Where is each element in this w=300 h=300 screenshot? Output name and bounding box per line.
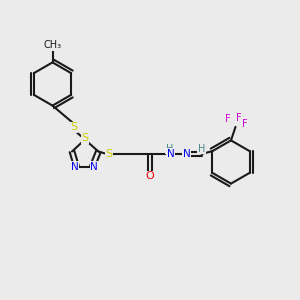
Text: N: N <box>90 161 98 172</box>
Text: H: H <box>198 143 205 154</box>
Text: N: N <box>71 161 79 172</box>
Text: CH₃: CH₃ <box>44 40 62 50</box>
Text: O: O <box>146 171 154 182</box>
Text: N: N <box>183 149 190 159</box>
Text: F: F <box>225 114 231 124</box>
Text: S: S <box>81 133 88 143</box>
Text: N: N <box>167 149 174 159</box>
Text: S: S <box>70 122 77 133</box>
Text: H: H <box>166 143 173 154</box>
Text: S: S <box>105 149 112 159</box>
Text: F: F <box>236 113 241 124</box>
Text: F: F <box>242 119 247 130</box>
